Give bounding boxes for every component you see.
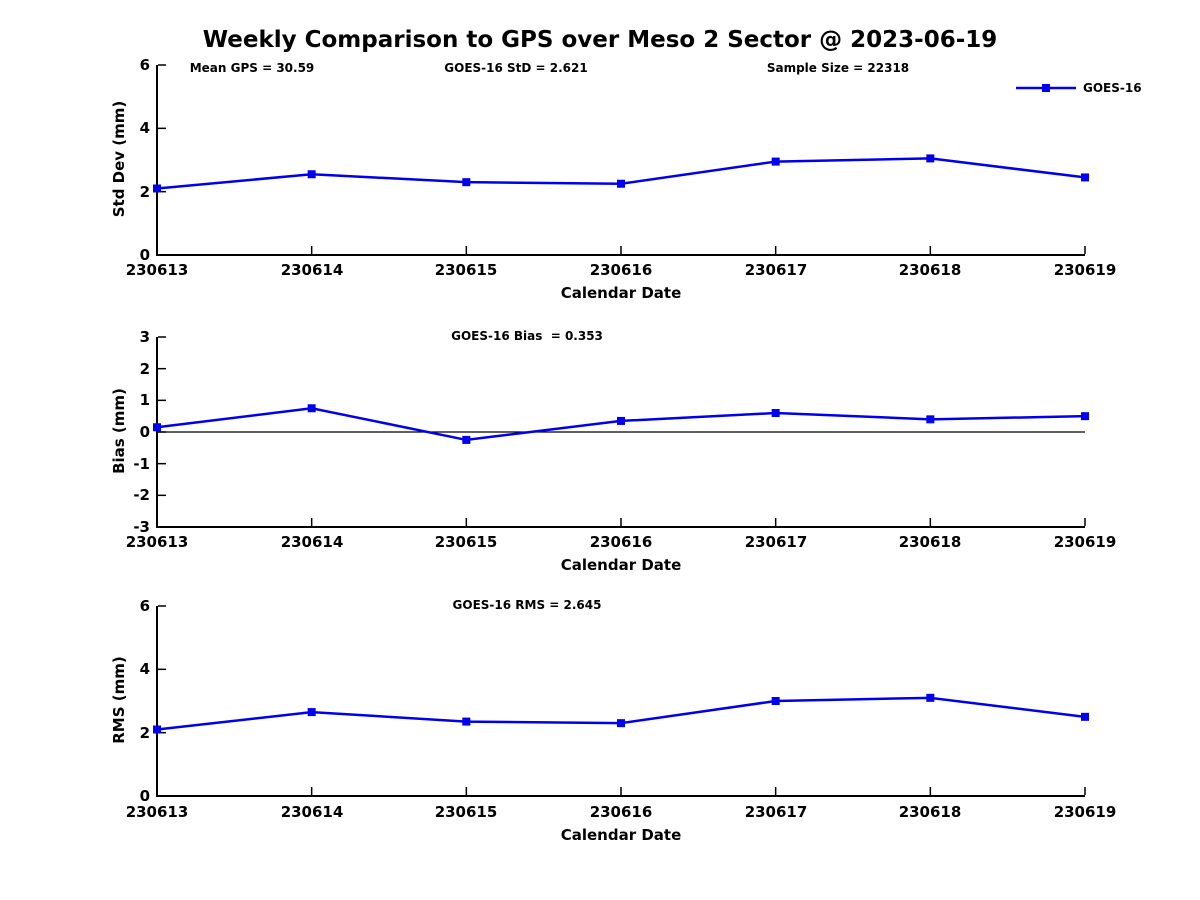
subplot-bias (153, 336, 1089, 528)
x-tick-label: 230617 (744, 533, 808, 551)
x-tick-label: 230617 (744, 803, 808, 821)
data-point-marker (1081, 412, 1089, 421)
goes16-rms-annotation: GOES-16 RMS = 2.645 (452, 598, 602, 612)
y-tick-label: 1 (139, 391, 150, 409)
axes-border (156, 606, 1085, 797)
goes16-std-annotation: GOES-16 StD = 2.621 (444, 61, 588, 75)
data-point-marker (771, 409, 780, 417)
x-tick-label: 230616 (589, 261, 653, 279)
data-point-marker (926, 154, 935, 163)
data-point-marker (1081, 173, 1089, 182)
legend-series-label: GOES-16 (1083, 81, 1142, 95)
x-tick-label: 230614 (280, 533, 344, 551)
x-tick-label: 230613 (125, 533, 189, 551)
data-point-marker (617, 179, 625, 188)
axes-border (156, 65, 1085, 256)
legend: GOES-16 (1016, 80, 1142, 96)
legend-line-sample-icon (1016, 84, 1076, 92)
data-point-marker (617, 719, 625, 728)
subplot-rms (153, 605, 1089, 797)
x-tick-label: 230619 (1053, 261, 1117, 279)
y-tick-label: 2 (139, 183, 150, 201)
y-tick-label: -2 (133, 486, 150, 504)
y-tick-label: 0 (139, 246, 150, 264)
x-tick-label: 230613 (125, 803, 189, 821)
data-point-marker (1081, 712, 1089, 721)
goes16-bias-annotation: GOES-16 Bias = 0.353 (451, 329, 603, 343)
x-tick-label: 230618 (898, 533, 962, 551)
x-tick-label: 230614 (280, 261, 344, 279)
calendar-date-label-top: Calendar Date (560, 284, 682, 302)
x-tick-label: 230619 (1053, 533, 1117, 551)
data-point-marker (926, 415, 935, 424)
x-tick-label: 230618 (898, 261, 962, 279)
y-tick-label: 0 (139, 787, 150, 805)
axes-border (156, 337, 1085, 528)
y-tick-label: 6 (139, 56, 150, 74)
y-tick-label: 2 (139, 724, 150, 742)
data-point-marker (462, 178, 471, 187)
data-point-marker (462, 717, 471, 726)
y-tick-label: 2 (139, 360, 150, 378)
x-tick-label: 230616 (589, 803, 653, 821)
data-point-marker (153, 725, 161, 734)
sample-size-annotation: Sample Size = 22318 (766, 61, 910, 75)
x-tick-label: 230615 (434, 533, 498, 551)
y-tick-label: -3 (133, 518, 150, 536)
x-tick-label: 230615 (434, 803, 498, 821)
data-point-marker (153, 423, 161, 432)
x-tick-label: 230613 (125, 261, 189, 279)
x-tick-label: 230618 (898, 803, 962, 821)
x-tick-label: 230616 (589, 533, 653, 551)
y-tick-label: 4 (139, 119, 150, 137)
calendar-date-label-middle: Calendar Date (560, 556, 682, 574)
figure-title: Weekly Comparison to GPS over Meso 2 Sec… (202, 27, 998, 53)
data-point-marker (462, 435, 471, 444)
x-tick-label: 230617 (744, 261, 808, 279)
data-point-marker (771, 697, 780, 705)
mean-gps-annotation: Mean GPS = 30.59 (189, 61, 315, 75)
data-point-marker (153, 184, 161, 193)
y-tick-label: 0 (139, 423, 150, 441)
data-point-marker (926, 693, 935, 702)
y-tick-label: 6 (139, 597, 150, 615)
x-tick-label: 230619 (1053, 803, 1117, 821)
calendar-date-label-bottom: Calendar Date (560, 826, 682, 844)
subplot-stddev (153, 64, 1089, 256)
y-tick-label: 4 (139, 660, 150, 678)
y-tick-label: -1 (133, 455, 150, 473)
x-tick-label: 230615 (434, 261, 498, 279)
data-point-marker (307, 170, 316, 179)
data-point-marker (771, 157, 780, 166)
y-tick-label: 3 (139, 328, 150, 346)
data-point-marker (307, 404, 316, 413)
x-tick-label: 230614 (280, 803, 344, 821)
data-point-marker (307, 708, 316, 717)
data-point-marker (617, 416, 625, 425)
